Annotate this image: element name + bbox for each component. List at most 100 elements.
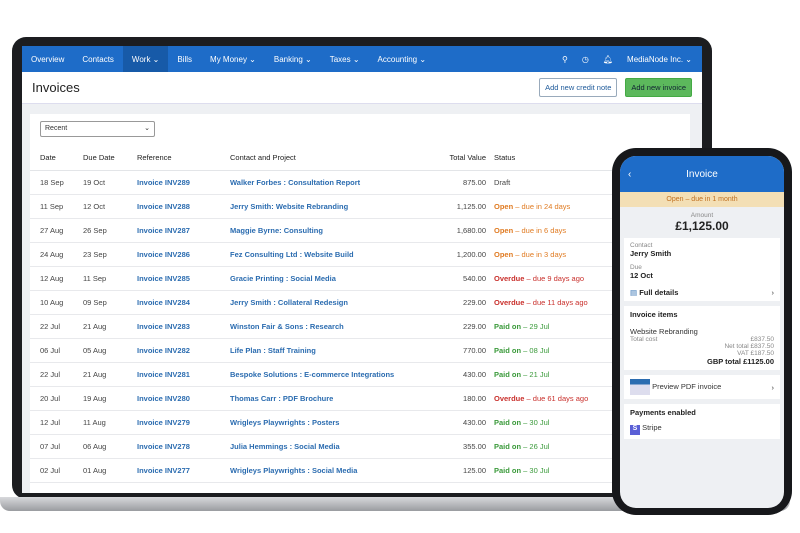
- search-icon[interactable]: ⚲: [562, 54, 568, 64]
- table-row[interactable]: 06 Jul 05 Aug Invoice INV282 Life Plan : St…: [30, 338, 690, 363]
- contact-project-link[interactable]: Bespoke Solutions : E-commerce Integrati…: [230, 362, 410, 387]
- contact-project-link[interactable]: Walker Forbes : Consultation Report: [230, 170, 410, 195]
- reference-link[interactable]: Invoice INV280: [137, 386, 230, 411]
- document-icon: ▤: [630, 288, 638, 297]
- add-credit-note-button[interactable]: Add new credit note: [539, 78, 618, 97]
- status-banner: Open – due in 1 month: [620, 192, 784, 207]
- table-row[interactable]: 07 Jul 06 Aug Invoice INV278 Julia Hemmings…: [30, 434, 690, 459]
- net-label: Net total: [724, 343, 749, 350]
- date-cell: 02 Jul: [30, 458, 83, 483]
- nav-item[interactable]: Work ⌄: [122, 46, 169, 72]
- date-cell: 12 Aug: [30, 266, 83, 291]
- desktop-app: Overview Contacts Work ⌄ Bills My Money ⌄ Ban…: [22, 46, 702, 493]
- table-row[interactable]: 22 Jul 21 Aug Invoice INV283 Winston Fair &…: [30, 314, 690, 339]
- status-label: Draft: [494, 177, 511, 187]
- contact-project-link[interactable]: Maggie Byrne: Consulting: [230, 218, 410, 243]
- date-cell: 20 Jul: [30, 386, 83, 411]
- timer-icon[interactable]: ◷: [581, 54, 589, 64]
- status-detail: – 29 Jul: [521, 321, 550, 331]
- reference-link[interactable]: Invoice INV281: [137, 362, 230, 387]
- reference-link[interactable]: Invoice INV282: [137, 338, 230, 363]
- gbp-label: GBP total: [706, 357, 742, 366]
- nav-item[interactable]: Accounting ⌄: [377, 54, 427, 64]
- status-label: Paid on: [494, 441, 522, 451]
- due-date-cell: 23 Sep: [83, 242, 137, 267]
- table-row[interactable]: 18 Sep 19 Oct Invoice INV289 Walker Forbes …: [30, 170, 690, 195]
- column-header[interactable]: Contact and Project: [230, 146, 410, 171]
- reference-link[interactable]: Invoice INV287: [137, 218, 230, 243]
- status-detail: – 30 Jul: [521, 417, 550, 427]
- column-header[interactable]: Reference: [137, 146, 230, 171]
- nav-item[interactable]: My Money ⌄: [210, 54, 256, 64]
- filter-select[interactable]: Recent ⌄: [40, 121, 155, 137]
- back-icon[interactable]: ‹: [628, 168, 632, 180]
- reference-link[interactable]: Invoice INV277: [137, 458, 230, 483]
- reference-link[interactable]: Invoice INV285: [137, 266, 230, 291]
- contact-project-link[interactable]: Wrigleys Playwrights : Social Media: [230, 458, 410, 483]
- table-row[interactable]: 10 Aug 09 Sep Invoice INV284 Jerry Smith : …: [30, 290, 690, 315]
- nav-item[interactable]: Overview: [31, 54, 65, 64]
- column-header[interactable]: Due Date: [83, 146, 137, 171]
- full-details-link[interactable]: ▤ Full details ›: [630, 288, 774, 297]
- reference-link[interactable]: Invoice INV278: [137, 434, 230, 459]
- reference-link[interactable]: Invoice INV279: [137, 410, 230, 435]
- date-cell: 10 Aug: [30, 290, 83, 315]
- nav-item[interactable]: Banking ⌄: [273, 54, 312, 64]
- contact-project-link[interactable]: Jerry Smith : Collateral Redesign: [230, 290, 410, 315]
- date-cell: 22 Jul: [30, 314, 83, 339]
- status-label: Paid on: [494, 321, 522, 331]
- contact-project-link[interactable]: Thomas Carr : PDF Brochure: [230, 386, 410, 411]
- status-label: Paid on: [494, 465, 522, 475]
- nav-item[interactable]: Contacts: [82, 54, 114, 64]
- contact-project-link[interactable]: Wrigleys Playwrights : Posters: [230, 410, 410, 435]
- contact-project-link[interactable]: Winston Fair & Sons : Research: [230, 314, 410, 339]
- column-header[interactable]: Date: [30, 146, 83, 171]
- nav-item[interactable]: Taxes ⌄: [329, 54, 360, 64]
- due-date-cell: 09 Sep: [83, 290, 137, 315]
- reference-link[interactable]: Invoice INV283: [137, 314, 230, 339]
- reference-link[interactable]: Invoice INV288: [137, 194, 230, 219]
- account-menu[interactable]: MediaNode Inc. ⌄: [627, 54, 692, 64]
- contact-project-link[interactable]: Fez Consulting Ltd : Website Build: [230, 242, 410, 267]
- due-date-cell: 19 Oct: [83, 170, 137, 195]
- add-invoice-button[interactable]: Add new invoice: [625, 78, 692, 97]
- amount-label: Amount: [690, 212, 714, 219]
- table-row[interactable]: 22 Jul 21 Aug Invoice INV281 Bespoke Soluti…: [30, 362, 690, 387]
- total-cell: 540.00: [410, 266, 494, 291]
- table-row[interactable]: 11 Sep 12 Oct Invoice INV288 Jerry Smith: W…: [30, 194, 690, 219]
- table-row[interactable]: 20 Jul 19 Aug Invoice INV280 Thomas Carr : …: [30, 386, 690, 411]
- reference-link[interactable]: Invoice INV289: [137, 170, 230, 195]
- due-date-cell: 11 Sep: [83, 266, 137, 291]
- status-detail: – 30 Jul: [521, 465, 550, 475]
- status-label: Open: [494, 249, 514, 259]
- bell-icon[interactable]: 🔔︎: [602, 54, 614, 64]
- invoice-table: Date Due Date Reference Contact and Project…: [30, 146, 690, 483]
- table-row[interactable]: 12 Jul 11 Aug Invoice INV279 Wrigleys Playw…: [30, 410, 690, 435]
- table-row[interactable]: 24 Aug 23 Sep Invoice INV286 Fez Consulting…: [30, 242, 690, 267]
- date-cell: 07 Jul: [30, 434, 83, 459]
- chevron-right-icon: ›: [771, 382, 775, 392]
- total-cell: 430.00: [410, 410, 494, 435]
- status-label: Paid on: [494, 345, 522, 355]
- due-date-cell: 21 Aug: [83, 362, 137, 387]
- pdf-thumbnail-icon: [630, 379, 650, 395]
- chevron-down-icon: ⌄: [144, 125, 150, 132]
- contact-project-link[interactable]: Julia Hemmings : Social Media: [230, 434, 410, 459]
- contact-project-link[interactable]: Life Plan : Staff Training: [230, 338, 410, 363]
- nav-item[interactable]: Bills: [177, 54, 193, 64]
- contact-project-link[interactable]: Gracie Printing : Social Media: [230, 266, 410, 291]
- due-date-cell: 21 Aug: [83, 314, 137, 339]
- reference-link[interactable]: Invoice INV284: [137, 290, 230, 315]
- contact-project-link[interactable]: Jerry Smith: Website Rebranding: [230, 194, 410, 219]
- preview-pdf-link[interactable]: Preview PDF invoice ›: [624, 375, 780, 399]
- stripe-label: Stripe: [642, 423, 662, 432]
- table-row[interactable]: 02 Jul 01 Aug Invoice INV277 Wrigleys Playw…: [30, 458, 690, 483]
- table-row[interactable]: 27 Aug 26 Sep Invoice INV287 Maggie Byrne: …: [30, 218, 690, 243]
- column-header[interactable]: Total Value: [410, 146, 494, 171]
- invoice-list: Recent ⌄ Date Due Date Reference Contact and…: [30, 114, 690, 493]
- due: 12 Oct: [630, 271, 653, 280]
- table-row[interactable]: 12 Aug 11 Sep Invoice INV285 Gracie Printin…: [30, 266, 690, 291]
- status-label: Overdue: [494, 393, 525, 403]
- status-detail: – due 61 days ago: [524, 393, 589, 403]
- reference-link[interactable]: Invoice INV286: [137, 242, 230, 267]
